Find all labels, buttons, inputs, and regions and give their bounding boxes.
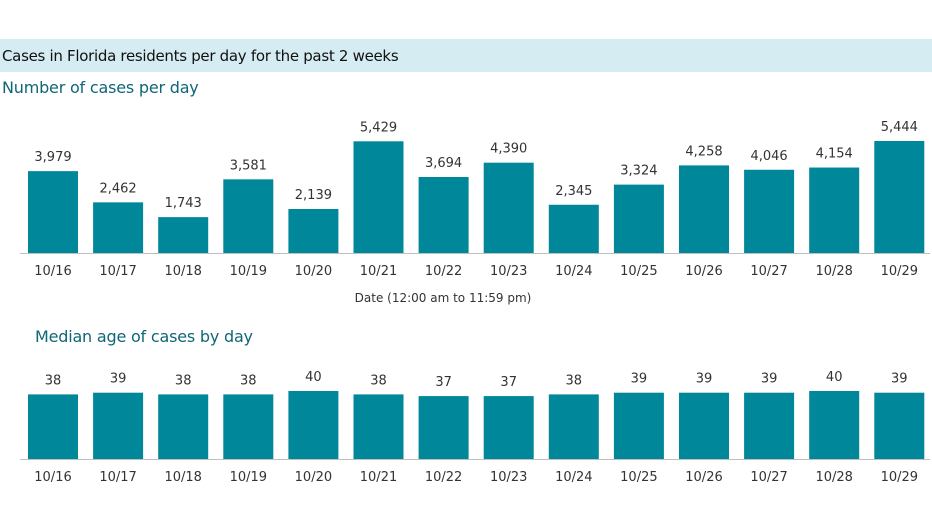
- cases-bar: [744, 169, 795, 253]
- age-x-tick-label: 10/28: [815, 470, 852, 485]
- header-title: Cases in Florida residents per day for t…: [2, 47, 399, 65]
- cases-x-tick-label: 10/26: [685, 264, 722, 279]
- age-x-tick-label: 10/29: [881, 470, 918, 485]
- cases-value-label: 5,429: [360, 120, 397, 135]
- cases-value-label: 3,581: [230, 158, 267, 173]
- cases-value-label: 2,345: [555, 184, 592, 199]
- cases-value-label: 5,444: [881, 120, 918, 135]
- age-x-tick-label: 10/17: [99, 470, 136, 485]
- age-x-tick-label: 10/24: [555, 470, 592, 485]
- cases-x-tick-label: 10/28: [815, 264, 852, 279]
- cases-bar: [483, 162, 534, 253]
- age-value-label: 39: [110, 372, 127, 387]
- cases-x-tick-label: 10/16: [34, 264, 71, 279]
- age-x-tick-label: 10/27: [750, 470, 787, 485]
- age-value-label: 38: [175, 373, 192, 388]
- cases-x-tick-label: 10/17: [99, 264, 136, 279]
- cases-x-tick-label: 10/29: [881, 264, 918, 279]
- cases-x-axis-title: Date (12:00 am to 11:59 pm): [355, 291, 532, 305]
- cases-value-label: 4,154: [816, 147, 853, 162]
- cases-value-label: 4,258: [685, 144, 722, 159]
- age-chart-title: Median age of cases by day: [35, 327, 253, 346]
- age-bar: [353, 394, 404, 459]
- cases-bar: [874, 141, 925, 253]
- age-bar: [93, 392, 144, 459]
- header-banner: Cases in Florida residents per day for t…: [0, 39, 932, 72]
- cases-x-tick-label: 10/22: [425, 264, 462, 279]
- age-value-label: 40: [826, 370, 843, 385]
- cases-value-label: 4,046: [750, 149, 787, 164]
- age-value-label: 38: [240, 373, 257, 388]
- cases-bar: [613, 184, 664, 253]
- cases-bar: [223, 179, 274, 253]
- cases-x-tick-label: 10/24: [555, 264, 592, 279]
- cases-value-label: 3,694: [425, 156, 462, 171]
- cases-x-tick-label: 10/27: [750, 264, 787, 279]
- cases-x-tick-label: 10/20: [295, 264, 332, 279]
- age-x-tick-label: 10/26: [685, 470, 722, 485]
- age-bar: [288, 391, 339, 459]
- age-bar: [28, 394, 78, 459]
- cases-chart-title: Number of cases per day: [2, 78, 199, 97]
- cases-bar: [418, 177, 469, 253]
- cases-bar: [679, 165, 729, 253]
- age-bar: [418, 396, 469, 459]
- age-x-tick-label: 10/23: [490, 470, 527, 485]
- cases-bar: [809, 167, 860, 253]
- age-bar: [548, 394, 599, 459]
- cases-bar: [28, 171, 78, 253]
- age-bar: [679, 392, 729, 459]
- age-x-tick-label: 10/25: [620, 470, 657, 485]
- cases-x-tick-label: 10/18: [164, 264, 201, 279]
- cases-bar: [353, 141, 404, 253]
- cases-value-label: 1,743: [165, 196, 202, 211]
- age-bar: [874, 392, 925, 459]
- age-value-label: 39: [761, 372, 778, 387]
- cases-bar: [158, 217, 209, 253]
- age-bar: [483, 396, 534, 459]
- age-bar: [223, 394, 274, 459]
- age-x-tick-label: 10/21: [360, 470, 397, 485]
- cases-bar: [548, 204, 599, 253]
- age-value-label: 38: [566, 373, 583, 388]
- cases-value-label: 2,462: [99, 181, 136, 196]
- cases-x-tick-label: 10/25: [620, 264, 657, 279]
- age-x-tick-label: 10/22: [425, 470, 462, 485]
- cases-bar: [93, 202, 144, 253]
- cases-x-tick-label: 10/21: [360, 264, 397, 279]
- age-value-label: 38: [370, 373, 387, 388]
- cases-value-label: 3,979: [34, 150, 71, 165]
- age-bar: [809, 391, 860, 459]
- age-value-label: 38: [45, 373, 62, 388]
- age-value-label: 37: [435, 375, 452, 390]
- age-value-label: 37: [500, 375, 517, 390]
- cases-value-label: 4,390: [490, 142, 527, 157]
- age-bar: [158, 394, 209, 459]
- age-x-tick-label: 10/20: [295, 470, 332, 485]
- age-bar: [744, 392, 795, 459]
- cases-x-tick-label: 10/23: [490, 264, 527, 279]
- age-bar: [613, 392, 664, 459]
- age-x-tick-label: 10/16: [34, 470, 71, 485]
- cases-value-label: 2,139: [295, 188, 332, 203]
- cases-value-label: 3,324: [620, 164, 657, 179]
- age-value-label: 39: [696, 372, 713, 387]
- cases-bar: [288, 208, 339, 253]
- age-value-label: 39: [891, 372, 908, 387]
- cases-x-tick-label: 10/19: [230, 264, 267, 279]
- age-x-tick-label: 10/18: [164, 470, 201, 485]
- age-value-label: 40: [305, 370, 322, 385]
- age-value-label: 39: [631, 372, 648, 387]
- age-x-tick-label: 10/19: [230, 470, 267, 485]
